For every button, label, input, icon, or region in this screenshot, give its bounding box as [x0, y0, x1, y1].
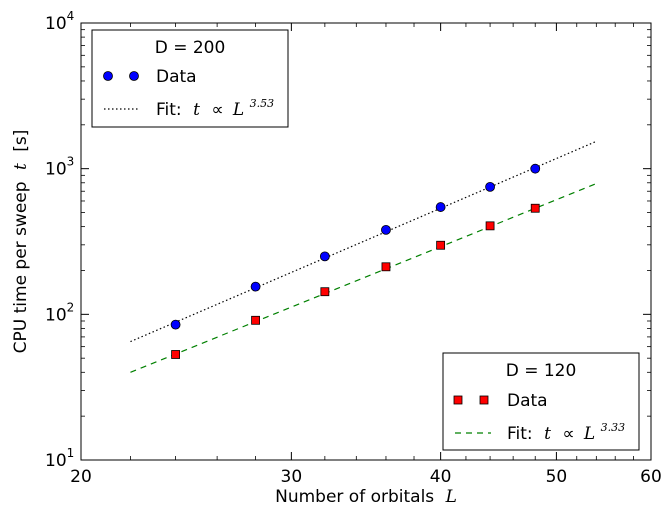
legend-d200-frame — [91, 29, 289, 128]
x-axis-label-var: L — [445, 487, 457, 506]
y-tick-label-exp-2: 3 — [67, 155, 75, 169]
x-axis-label: Number of orbitals L — [275, 487, 457, 506]
y-tick-label-exp-0: 1 — [67, 446, 75, 460]
data-point-0-3 — [381, 224, 391, 235]
y-tick-label-1: 102 — [45, 300, 74, 325]
x-tick-label-4: 60 — [640, 467, 662, 487]
legend-d120: D = 120 Data Fit: t ∝ L 3.33 — [442, 352, 640, 451]
data-point-2-1 — [251, 315, 260, 325]
data-point-0-1 — [250, 281, 261, 292]
data-point-0-4 — [435, 202, 446, 212]
data-point-0-0 — [170, 319, 181, 330]
legend-d120-fit-op: ∝ — [562, 424, 574, 444]
legend-d120-fit-label: Fit: t ∝ L 3.33 — [507, 421, 625, 444]
series-layer — [80, 22, 652, 461]
x-tick-label-1: 30 — [281, 467, 303, 487]
legend-d200-fit-op: ∝ — [211, 100, 223, 120]
x-tick-label-2: 40 — [430, 467, 452, 487]
x-axis-label-text: Number of orbitals — [275, 487, 434, 506]
legend-d200-data-marker-2 — [129, 71, 139, 81]
legend-d120-data-marker-1 — [453, 395, 463, 405]
y-axis-label-text: CPU time per sweep — [11, 181, 31, 353]
data-point-2-6 — [530, 203, 540, 213]
y-axis-label: CPU time per sweep t [s] — [11, 130, 31, 354]
legend-d120-fit-var: L — [583, 424, 595, 444]
legend-d200-fit-label: Fit: t ∝ L 3.53 — [156, 97, 274, 120]
legend-d120-title: D = 120 — [506, 361, 577, 381]
data-point-2-5 — [485, 221, 495, 231]
y-tick-label-base-0: 10 — [45, 451, 67, 471]
legend-d120-data-label: Data — [507, 391, 548, 411]
legend-d120-fit-prefix: Fit: — [507, 424, 533, 444]
legend-d120-frame — [442, 352, 640, 451]
y-tick-label-3: 104 — [45, 9, 74, 34]
fit-line-3 — [130, 183, 597, 373]
legend-d200-fit-lhs: t — [193, 100, 200, 120]
y-axis-label-var: t — [11, 163, 31, 170]
legend-d120-fit-exponent: 3.33 — [601, 421, 626, 434]
legend-d120-fit-lhs: t — [544, 424, 551, 444]
legend-d200-fit-var: L — [232, 100, 244, 120]
x-tick-label-0: 20 — [70, 467, 92, 487]
legend-d200-title: D = 200 — [155, 38, 226, 58]
y-tick-label-base-3: 10 — [45, 14, 67, 34]
legend-d200-data-marker-1 — [103, 71, 113, 81]
data-point-0-5 — [485, 181, 495, 192]
y-tick-label-exp-1: 2 — [67, 300, 75, 314]
data-point-2-4 — [436, 240, 446, 250]
x-tick-label-3: 50 — [546, 467, 568, 487]
y-tick-label-0: 101 — [45, 446, 74, 471]
y-tick-label-exp-3: 4 — [67, 9, 75, 23]
data-point-0-6 — [530, 163, 541, 174]
y-tick-label-base-1: 10 — [45, 305, 67, 325]
y-tick-label-base-2: 10 — [45, 160, 67, 180]
legend-d120-data-marker-2 — [479, 395, 489, 405]
plot-frame — [80, 22, 652, 461]
data-point-2-2 — [320, 287, 330, 297]
fit-line-1 — [130, 140, 597, 343]
x-tick-labels: 20 30 40 50 60 — [70, 467, 662, 487]
legend-d200-fit-exponent: 3.53 — [250, 97, 275, 110]
y-axis-label-unit: [s] — [11, 130, 31, 152]
y-tick-label-2: 103 — [45, 155, 74, 180]
data-point-2-3 — [381, 262, 391, 272]
legend-d200: D = 200 Data Fit: t ∝ L 3.53 — [91, 29, 289, 128]
data-point-0-2 — [319, 251, 330, 262]
data-point-2-0 — [171, 350, 180, 359]
legend-d200-data-label: Data — [156, 67, 197, 87]
legend-d200-fit-prefix: Fit: — [156, 100, 182, 120]
